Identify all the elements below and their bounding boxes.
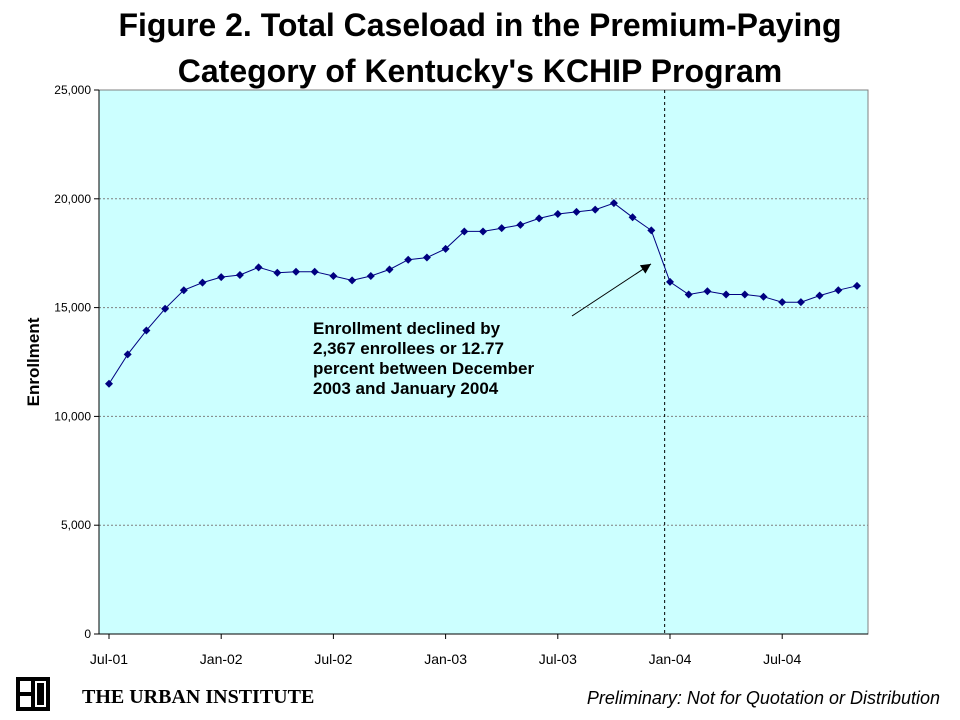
x-tick-label: Jan-02	[200, 651, 243, 667]
data-point-marker	[778, 298, 787, 307]
data-point-marker	[535, 214, 544, 223]
data-point-marker	[497, 224, 506, 233]
data-point-marker	[385, 265, 394, 274]
data-point-marker	[572, 207, 581, 216]
x-tick-label: Jan-03	[424, 651, 467, 667]
data-point-marker	[834, 286, 843, 295]
y-tick-label: 20,000	[54, 192, 91, 206]
data-point-marker	[703, 287, 712, 296]
data-point-marker	[553, 210, 562, 219]
data-point-marker	[179, 286, 188, 295]
footer-bar	[0, 668, 960, 720]
data-point-marker	[796, 298, 805, 307]
data-point-marker	[217, 273, 226, 282]
annotation-text-line: Enrollment declined by	[313, 319, 501, 338]
data-point-marker	[740, 290, 749, 299]
annotation-text-line: percent between December	[313, 359, 534, 378]
data-point-marker	[198, 278, 207, 287]
data-point-marker	[441, 244, 450, 253]
data-point-marker	[273, 268, 282, 277]
y-tick-label: 10,000	[54, 409, 91, 423]
chart-title-line-1: Figure 2. Total Caseload in the Premium-…	[118, 7, 842, 43]
x-tick-label: Jul-02	[314, 651, 352, 667]
y-tick-label: 25,000	[54, 83, 91, 97]
data-point-marker	[853, 281, 861, 290]
data-point-marker	[310, 267, 319, 276]
plot-background	[98, 89, 869, 635]
footer-brand: THE URBAN INSTITUTE	[82, 686, 315, 708]
y-axis-label: Enrollment	[24, 317, 43, 406]
data-point-marker	[254, 263, 263, 272]
data-point-marker	[422, 253, 431, 262]
annotation-arrow-head	[639, 263, 651, 274]
data-point-marker	[404, 255, 413, 264]
data-point-marker	[722, 290, 731, 299]
data-point-marker	[366, 272, 375, 281]
chart-area: 0 5,000 10,000 15,000 20,000 25,000 Jul-01 Jan-…	[24, 83, 869, 667]
data-point-marker	[348, 276, 357, 285]
data-point-marker	[292, 267, 300, 276]
data-point-marker	[591, 205, 600, 214]
data-point-marker	[759, 292, 768, 301]
x-tick-label: Jul-03	[539, 651, 577, 667]
data-point-marker	[628, 213, 637, 222]
x-tick-label: Jul-01	[90, 651, 128, 667]
annotation-arrow-line	[571, 263, 652, 317]
data-point-marker	[105, 379, 113, 388]
x-tick-label: Jul-04	[763, 651, 801, 667]
data-point-marker	[123, 350, 132, 359]
data-point-marker	[460, 227, 469, 236]
y-tick-label: 5,000	[61, 518, 91, 532]
data-point-marker	[609, 199, 618, 208]
data-point-marker	[235, 270, 244, 279]
chart-title-line-2: Category of Kentucky's KCHIP Program	[177, 53, 783, 89]
y-tick-label: 0	[84, 627, 91, 641]
data-point-marker	[647, 226, 656, 235]
x-tick-label: Jan-04	[649, 651, 692, 667]
footer-note: Preliminary: Not for Quotation or Distri…	[586, 688, 940, 708]
urban-institute-logo-icon	[16, 677, 50, 711]
y-tick-label: 15,000	[54, 301, 91, 315]
data-point-marker	[516, 220, 525, 229]
data-point-marker	[479, 227, 487, 236]
data-point-marker	[142, 326, 151, 335]
data-point-marker	[666, 277, 674, 286]
data-point-marker	[684, 290, 693, 299]
data-point-marker	[161, 304, 170, 313]
data-point-marker	[329, 272, 338, 281]
annotation-text-line: 2003 and January 2004	[313, 379, 499, 398]
annotation-text-line: 2,367 enrollees or 12.77	[313, 339, 504, 358]
data-point-marker	[815, 291, 824, 300]
